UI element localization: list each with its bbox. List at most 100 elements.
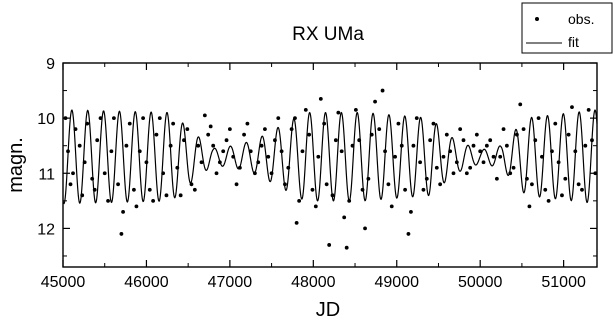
obs-point (366, 176, 371, 181)
obs-point (441, 154, 446, 159)
legend: obs. fit (521, 2, 613, 54)
obs-point (73, 127, 78, 132)
obs-point (248, 149, 253, 154)
obs-point (283, 182, 287, 187)
obs-point (590, 138, 594, 143)
obs-point (536, 116, 541, 121)
obs-point (164, 193, 169, 198)
obs-point (276, 116, 281, 121)
obs-point (80, 193, 85, 198)
obs-point (518, 102, 523, 107)
obs-point (71, 171, 75, 176)
plot-frame (62, 62, 598, 268)
obs-point (386, 182, 391, 187)
obs-point (137, 149, 142, 154)
obs-point (478, 149, 483, 154)
obs-point (68, 182, 73, 187)
obs-point (515, 132, 519, 137)
y-tick-label: 10 (37, 111, 55, 128)
obs-point (263, 127, 267, 132)
obs-point (175, 165, 180, 170)
obs-point (350, 143, 355, 148)
obs-point (396, 121, 401, 126)
obs-point (289, 127, 294, 132)
obs-point (168, 143, 173, 148)
x-tick-label: 45000 (41, 274, 86, 291)
obs-point (383, 149, 387, 154)
obs-point (540, 154, 544, 159)
obs-point (369, 132, 374, 137)
obs-point (66, 149, 70, 154)
obs-point (428, 138, 433, 143)
obs-point (116, 182, 120, 187)
obs-point (586, 107, 591, 112)
obs-point (245, 121, 250, 126)
obs-point (82, 160, 87, 165)
obs-point (508, 171, 513, 176)
axis-ticks: 45000 46000 47000 48000 49000 50000 51000 9 10 11… (37, 56, 597, 291)
obs-point (488, 138, 493, 143)
obs-point (347, 198, 352, 203)
obs-point (474, 132, 479, 137)
y-tick-label: 9 (46, 56, 55, 73)
obs-point (196, 143, 201, 148)
obs-point (521, 127, 526, 132)
obs-point (566, 132, 571, 137)
obs-point (560, 193, 564, 198)
x-tick-label: 50000 (458, 274, 503, 291)
obs-point (583, 143, 588, 148)
obs-point (336, 110, 341, 115)
obs-point (438, 182, 443, 187)
x-axis-label: JD (316, 299, 340, 321)
obs-point (333, 138, 338, 143)
y-tick-label: 11 (38, 166, 55, 183)
obs-point (330, 193, 335, 198)
obs-point (313, 204, 318, 209)
obs-point (310, 187, 315, 192)
obs-point (192, 187, 197, 192)
obs-point (533, 138, 538, 143)
chart-title: RX UMa (292, 24, 364, 45)
obs-point (134, 204, 139, 209)
obs-point (237, 165, 242, 170)
obs-point (234, 182, 239, 187)
obs-point (504, 143, 509, 148)
obs-point (269, 171, 274, 176)
obs-point (182, 138, 186, 143)
obs-point (543, 187, 548, 192)
obs-point (403, 187, 407, 192)
obs-point (563, 176, 568, 181)
obs-point (119, 232, 124, 236)
obs-point (324, 182, 329, 187)
legend-label-fit: fit (568, 34, 579, 50)
obs-point (393, 154, 397, 159)
x-tick-label: 49000 (375, 274, 420, 291)
obs-point (124, 143, 129, 148)
obs-point (373, 99, 377, 104)
obs-point (471, 143, 476, 148)
obs-point (185, 127, 190, 132)
obs-point (342, 215, 347, 220)
obs-point (256, 160, 261, 165)
x-tick-label: 48000 (291, 274, 336, 291)
obs-point (461, 138, 466, 143)
obs-point (434, 165, 439, 170)
obs-point (227, 127, 232, 132)
obs-point (121, 209, 125, 214)
obs-point (576, 182, 581, 187)
obs-point (224, 138, 229, 143)
obs-point (109, 149, 114, 154)
obs-point (399, 143, 404, 148)
obs-point (464, 171, 469, 176)
obs-point (214, 171, 219, 176)
obs-point (279, 149, 284, 154)
obs-point (424, 176, 429, 181)
obs-point (293, 116, 297, 121)
obs-point (141, 116, 146, 121)
obs-point (322, 121, 327, 126)
obs-point (360, 187, 365, 192)
y-tick-label: 12 (37, 221, 55, 238)
obs-point (389, 204, 394, 209)
y-axis-label: magn. (5, 137, 27, 193)
